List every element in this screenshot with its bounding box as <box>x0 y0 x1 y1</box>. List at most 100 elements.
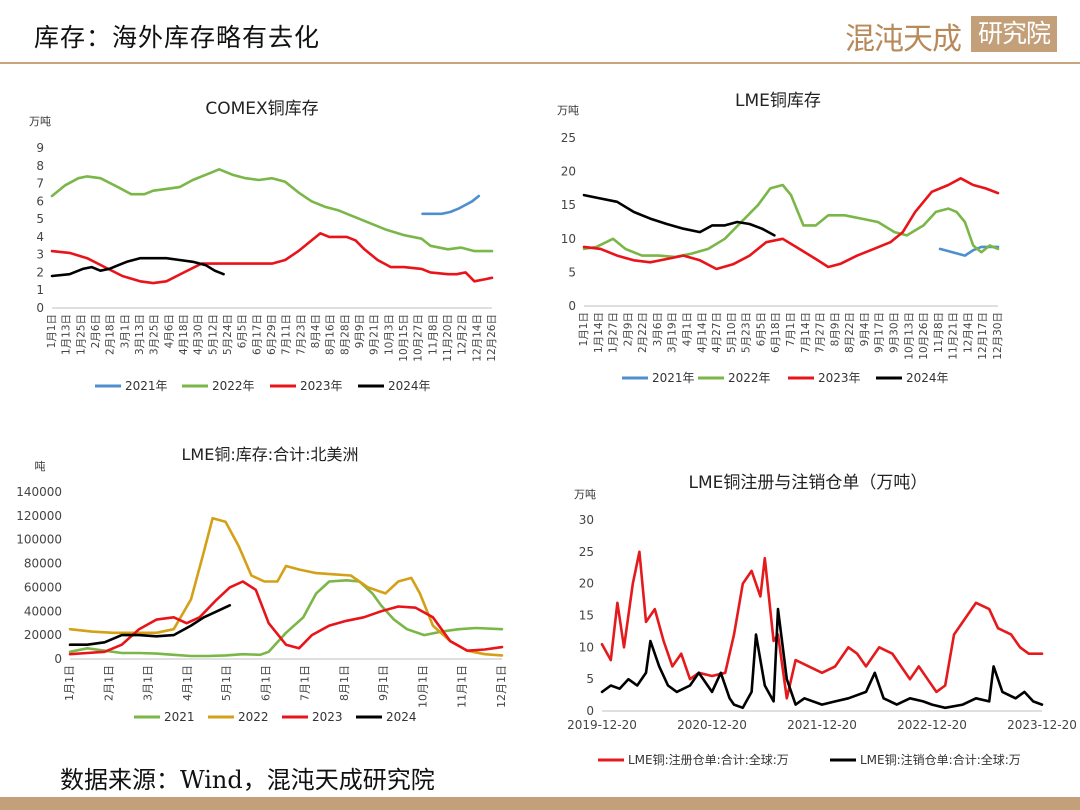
x-tick-label: 2020-12-20 <box>677 718 747 732</box>
x-tick-label: 11月20日 <box>442 314 454 362</box>
x-tick-label: 7月1日 <box>299 665 312 701</box>
chart-title: LME铜库存 <box>735 91 821 111</box>
y-tick-label: 20 <box>579 577 594 591</box>
series-line <box>582 183 1000 259</box>
y-tick-label: 15 <box>561 198 576 212</box>
x-tick-label: 4月1日 <box>181 665 194 701</box>
source-note: 数据来源：Wind，混沌天成研究院 <box>60 766 435 794</box>
legend-label: 2023年 <box>300 379 343 393</box>
series-line <box>938 245 1000 257</box>
legend-label: 2023年 <box>818 371 861 385</box>
x-tick-label: 10月26日 <box>918 312 930 360</box>
x-tick-label: 2月18日 <box>105 314 117 355</box>
x-tick-label: 3月6日 <box>652 312 664 346</box>
y-tick-label: 5 <box>36 212 44 226</box>
series-line <box>68 516 504 657</box>
x-tick-label: 2023-12-20 <box>1007 718 1077 732</box>
x-tick-label: 2月9日 <box>622 312 634 346</box>
series-line <box>582 177 1000 271</box>
y-tick-label: 2 <box>36 265 44 279</box>
x-tick-label: 8月28日 <box>339 314 351 355</box>
legend-label: 2024 <box>386 710 417 724</box>
x-tick-label: 6月1日 <box>259 665 272 701</box>
legend-label: 2022年 <box>728 371 771 385</box>
y-tick-label: 30 <box>579 513 594 527</box>
y-tick-label: 40000 <box>24 604 62 618</box>
x-tick-label: 12月14日 <box>471 314 483 362</box>
x-tick-label: 5月1日 <box>220 665 233 701</box>
y-tick-label: 120000 <box>16 509 62 523</box>
x-tick-label: 3月1日 <box>119 314 131 348</box>
x-tick-label: 2019-12-20 <box>567 718 637 732</box>
chart-title: LME铜注册与注销仓单（万吨） <box>689 473 928 493</box>
x-tick-label: 12月17日 <box>977 312 989 360</box>
y-tick-label: 4 <box>36 230 44 244</box>
y-tick-label: 8 <box>36 159 44 173</box>
x-tick-label: 10月15日 <box>398 314 410 362</box>
x-tick-label: 4月18日 <box>178 314 190 355</box>
brand-logo: 混沌天成 研究院 <box>845 14 1057 57</box>
x-tick-label: 4月14日 <box>696 312 708 353</box>
legend-label: 2022年 <box>212 379 255 393</box>
x-tick-label: 3月25日 <box>149 314 161 355</box>
series-line <box>421 194 481 216</box>
x-tick-label: 1月1日 <box>63 665 76 701</box>
x-tick-label: 7月11日 <box>281 314 293 355</box>
y-axis-unit-label: 万吨 <box>574 488 596 501</box>
x-tick-label: 9月4日 <box>859 312 871 346</box>
x-tick-label: 6月18日 <box>770 312 782 353</box>
y-tick-label: 100000 <box>16 533 62 547</box>
x-tick-label: 5月12日 <box>207 314 219 355</box>
x-tick-label: 3月1日 <box>142 665 155 701</box>
y-tick-label: 20000 <box>24 628 62 642</box>
y-tick-label: 0 <box>568 299 576 313</box>
series-line <box>68 579 504 658</box>
y-tick-label: 5 <box>586 672 594 686</box>
x-tick-label: 6月5日 <box>237 314 249 348</box>
y-tick-label: 7 <box>36 177 44 191</box>
y-tick-label: 60000 <box>24 580 62 594</box>
brand-logo-box: 研究院 <box>971 16 1057 52</box>
x-tick-label: 12月30日 <box>992 312 1004 360</box>
x-tick-label: 4月6日 <box>163 314 175 348</box>
x-tick-label: 11月8日 <box>427 314 439 355</box>
x-tick-label: 1月13日 <box>61 314 73 355</box>
legend-label: 2022 <box>238 710 269 724</box>
y-tick-label: 25 <box>561 131 576 145</box>
y-tick-label: 10 <box>561 232 576 246</box>
x-tick-label: 2月6日 <box>90 314 102 348</box>
x-tick-label: 3月13日 <box>134 314 146 355</box>
x-tick-label: 5月10日 <box>726 312 738 353</box>
x-tick-label: 10月13日 <box>903 312 915 360</box>
y-axis-unit-label: 万吨 <box>29 115 51 128</box>
x-tick-label: 8月4日 <box>310 314 322 348</box>
brand-logo-text: 混沌天成 <box>845 22 962 57</box>
y-tick-label: 25 <box>579 545 594 559</box>
x-tick-label: 7月1日 <box>785 312 797 346</box>
x-tick-label: 9月1日 <box>377 665 390 701</box>
y-tick-label: 5 <box>568 265 576 279</box>
legend-label: 2021年 <box>125 379 168 393</box>
x-tick-label: 10月3日 <box>383 314 395 355</box>
x-tick-label: 12月1日 <box>495 665 508 708</box>
y-axis-unit-label: 吨 <box>35 460 46 473</box>
y-tick-label: 80000 <box>24 557 62 571</box>
y-tick-label: 15 <box>579 609 594 623</box>
x-tick-label: 12月4日 <box>962 312 974 353</box>
x-tick-label: 2022-12-20 <box>897 718 967 732</box>
legend-label: LME铜:注销仓单:合计:全球:万 <box>860 752 1021 767</box>
x-tick-label: 2月22日 <box>637 312 649 353</box>
x-tick-label: 12月2日 <box>457 314 469 355</box>
x-tick-label: 7月23日 <box>295 314 307 355</box>
x-tick-label: 11月1日 <box>456 665 469 708</box>
legend-label: 2024年 <box>906 371 949 385</box>
header-divider <box>0 62 1080 64</box>
page-title: 库存：海外库存略有去化 <box>34 23 321 52</box>
footer-bar <box>0 797 1080 810</box>
x-tick-label: 6月17日 <box>251 314 263 355</box>
series-line <box>600 550 1044 700</box>
y-tick-label: 10 <box>579 640 594 654</box>
series-line <box>50 256 225 278</box>
